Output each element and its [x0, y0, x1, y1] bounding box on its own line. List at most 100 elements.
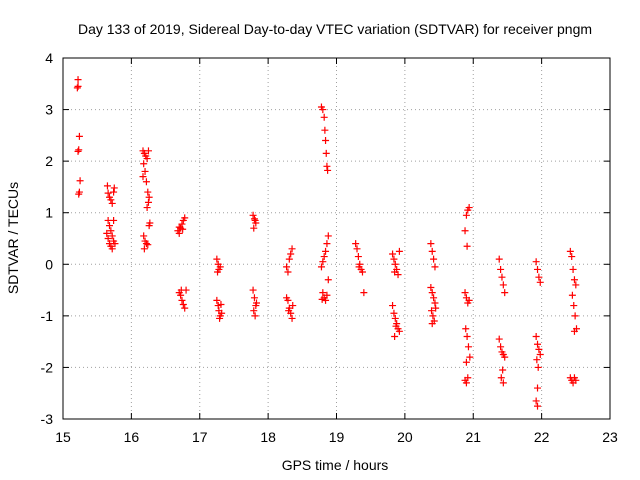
y-axis: 4 3 2 1 0 -1 -2 -3	[41, 50, 610, 427]
data-point	[319, 106, 327, 114]
data-point	[75, 132, 83, 140]
data-point	[140, 232, 148, 240]
data-point	[105, 222, 113, 230]
data-point	[355, 263, 363, 271]
data-point	[144, 147, 152, 155]
data-point	[146, 219, 154, 227]
data-point	[141, 167, 149, 175]
data-point	[103, 182, 111, 190]
data-point	[432, 304, 440, 312]
data-point	[461, 289, 469, 297]
data-point	[104, 235, 112, 242]
data-point	[499, 379, 507, 387]
x-axis: 15 16 17 18 19 20 21 22 23	[55, 58, 618, 445]
data-point	[110, 188, 118, 196]
data-point	[568, 291, 576, 299]
x-tick-label: 21	[465, 429, 481, 445]
data-point	[181, 304, 189, 312]
data-point	[251, 312, 259, 320]
data-point	[395, 327, 403, 335]
data-point	[536, 278, 544, 286]
y-tick-label: -1	[41, 308, 54, 324]
data-point	[250, 294, 258, 302]
data-point	[216, 314, 224, 322]
data-point	[108, 199, 116, 207]
grid-lines	[63, 58, 610, 419]
x-tick-label: 19	[329, 429, 345, 445]
data-point	[499, 366, 507, 374]
data-point	[462, 325, 470, 333]
data-point	[143, 204, 151, 212]
data-point	[427, 240, 435, 248]
data-point	[250, 215, 258, 223]
data-point	[284, 268, 292, 276]
data-point	[536, 351, 544, 359]
data-point	[284, 296, 292, 304]
data-point	[107, 227, 115, 235]
data-point	[322, 296, 330, 304]
data-point	[322, 149, 330, 157]
data-point	[360, 289, 368, 297]
data-point	[533, 356, 541, 364]
data-point	[73, 84, 81, 92]
y-tick-label: 2	[45, 153, 53, 169]
data-point	[249, 286, 257, 294]
data-point	[214, 268, 222, 276]
data-point	[353, 245, 361, 253]
data-point	[76, 177, 84, 185]
data-point	[143, 155, 151, 163]
data-point	[181, 214, 189, 222]
data-point	[572, 376, 580, 384]
data-point	[182, 286, 190, 294]
data-point	[324, 232, 332, 240]
data-point	[324, 166, 332, 174]
data-point	[75, 190, 83, 198]
data-point	[428, 289, 436, 297]
data-point	[463, 242, 471, 250]
data-point	[534, 265, 542, 273]
data-point	[323, 162, 331, 170]
data-point	[250, 307, 258, 315]
data-point	[535, 273, 543, 281]
data-point	[213, 296, 221, 304]
chart-title: Day 133 of 2019, Sidereal Day-to-day VTE…	[78, 21, 592, 37]
data-point	[462, 211, 470, 219]
data-point	[499, 281, 507, 289]
data-point	[462, 358, 470, 366]
data-point	[177, 291, 185, 299]
data-point	[572, 281, 580, 289]
y-tick-label: 3	[45, 102, 53, 118]
data-point	[461, 227, 469, 235]
x-tick-label: 18	[260, 429, 276, 445]
data-point	[285, 255, 293, 263]
y-tick-label: 4	[45, 50, 53, 66]
x-axis-label: GPS time / hours	[282, 457, 389, 473]
data-point	[74, 76, 82, 84]
data-point	[111, 240, 119, 248]
data-point	[103, 229, 111, 237]
data-point	[108, 245, 116, 253]
data-point	[218, 309, 226, 317]
data-point	[464, 374, 472, 382]
x-tick-label: 22	[534, 429, 550, 445]
data-point	[429, 312, 437, 320]
data-point	[427, 283, 435, 291]
data-point	[354, 253, 362, 261]
data-point	[431, 263, 439, 271]
data-point	[322, 137, 330, 145]
data-point	[566, 247, 574, 255]
data-point	[320, 253, 328, 261]
data-point	[140, 245, 148, 253]
data-point	[319, 258, 327, 266]
data-point	[569, 265, 577, 273]
data-point	[430, 294, 438, 302]
data-point	[74, 82, 82, 90]
data-point	[216, 263, 224, 271]
data-point	[534, 384, 542, 392]
data-point	[323, 291, 331, 299]
data-point	[390, 255, 398, 263]
data-point	[352, 240, 360, 248]
x-tick-label: 16	[124, 429, 140, 445]
data-point	[534, 402, 542, 410]
data-point	[288, 314, 296, 322]
